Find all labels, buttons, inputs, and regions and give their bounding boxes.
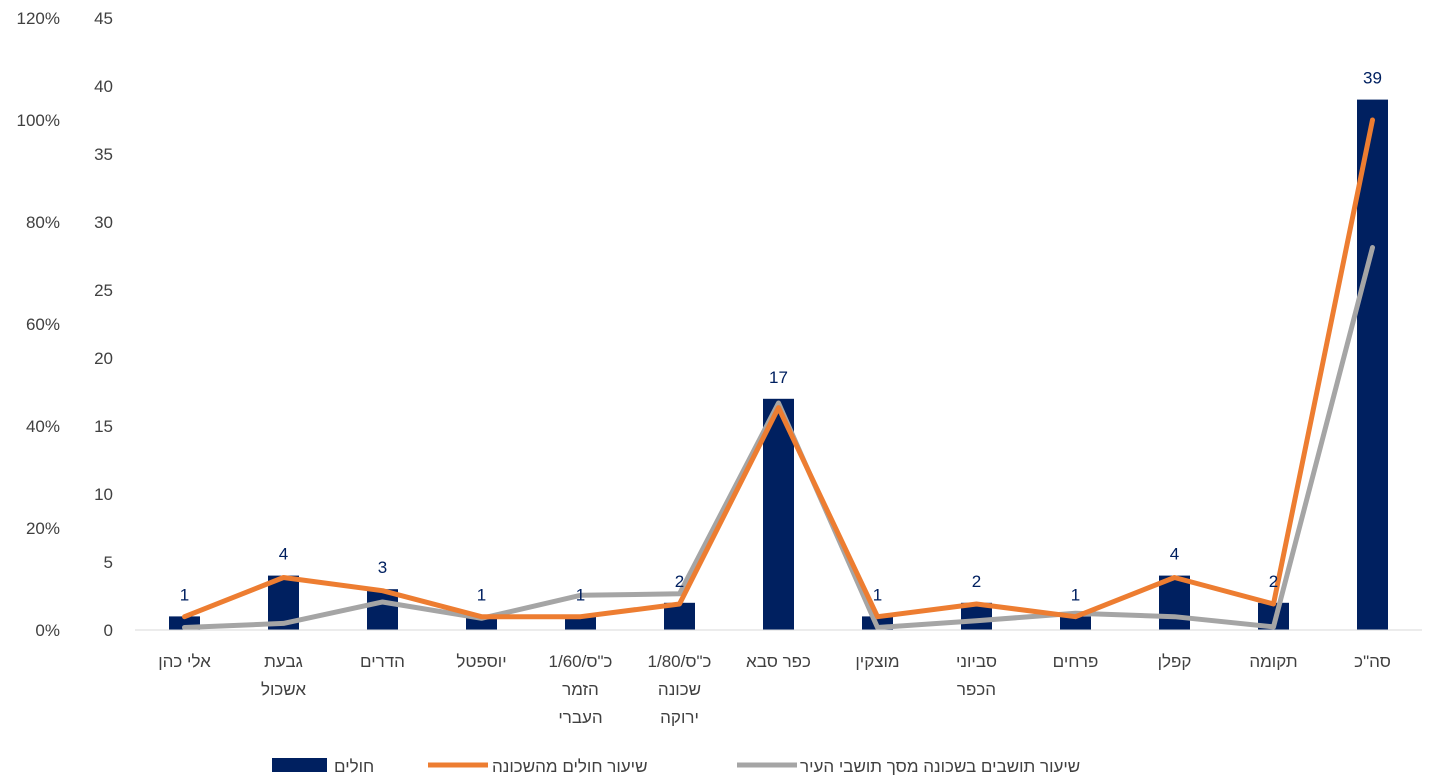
bar-data-label: 4 bbox=[279, 545, 288, 564]
count-axis-tick-label: 0 bbox=[104, 621, 113, 640]
percent-axis: 0% 20% 40% 60% 80% 100% 120% bbox=[17, 9, 60, 640]
percent-axis-tick-label: 20% bbox=[26, 519, 60, 538]
bar-data-label: 17 bbox=[769, 368, 788, 387]
neighborhood-patient-rate-line bbox=[182, 117, 1375, 620]
legend: חולים שיעור חולים מהשכונה שיעור תושבים בשכ… bbox=[272, 757, 1080, 776]
bar-data-label: 4 bbox=[1170, 545, 1179, 564]
bar-data-label: 2 bbox=[675, 572, 684, 591]
bar-data-label: 2 bbox=[972, 572, 981, 591]
legend-label-neighborhood-rate: שיעור חולים מהשכונה bbox=[492, 757, 647, 776]
bar bbox=[763, 398, 794, 630]
category-label: מוצקין bbox=[855, 652, 899, 671]
legend-label-patients: חולים bbox=[334, 757, 374, 776]
legend-label-city-share: שיעור תושבים בשכונה מסך תושבי העיר bbox=[800, 757, 1080, 776]
bar bbox=[1357, 99, 1388, 631]
count-axis-tick-label: 35 bbox=[94, 145, 113, 164]
category-label: קפלן bbox=[1158, 652, 1192, 671]
bar-data-label: 1 bbox=[477, 585, 486, 604]
bar-series bbox=[169, 99, 1388, 631]
bar bbox=[565, 616, 596, 630]
category-label: כפר סבא bbox=[746, 652, 811, 671]
category-labels: אלי כהן גבעת אשכול הדרים יוספטל כ"ס/1/60 הזמר ה… bbox=[158, 652, 1391, 727]
percent-axis-tick-label: 100% bbox=[17, 111, 60, 130]
category-label: הזמר bbox=[562, 680, 599, 699]
percent-axis-tick-label: 60% bbox=[26, 315, 60, 334]
bar bbox=[466, 616, 497, 630]
count-axis-tick-label: 25 bbox=[94, 281, 113, 300]
percent-axis-tick-label: 40% bbox=[26, 417, 60, 436]
bar-data-label: 1 bbox=[576, 585, 585, 604]
category-label: כ"ס/1/80 bbox=[648, 652, 712, 671]
category-label: פרחים bbox=[1053, 652, 1099, 671]
bar-data-label: 1 bbox=[1071, 585, 1080, 604]
bar-data-label: 1 bbox=[873, 585, 882, 604]
category-label: אשכול bbox=[261, 680, 306, 699]
percent-axis-tick-label: 80% bbox=[26, 213, 60, 232]
bar-data-label: 2 bbox=[1269, 572, 1278, 591]
category-label: כ"ס/1/60 bbox=[549, 652, 613, 671]
bar bbox=[1060, 616, 1091, 630]
category-label: סביוני bbox=[956, 652, 997, 671]
category-label: יוספטל bbox=[456, 652, 506, 671]
category-label: סה"כ bbox=[1354, 652, 1391, 671]
city-resident-share-line bbox=[182, 245, 1375, 630]
legend-swatch-patients bbox=[272, 758, 327, 772]
count-axis-tick-label: 10 bbox=[94, 485, 113, 504]
category-label: העברי bbox=[558, 708, 602, 727]
count-axis-tick-label: 5 bbox=[104, 553, 113, 572]
category-label: ירוקה bbox=[660, 708, 699, 727]
category-label: גבעת bbox=[264, 652, 303, 671]
count-axis: 0 5 10 15 20 25 30 35 40 45 bbox=[94, 9, 113, 640]
count-axis-tick-label: 30 bbox=[94, 213, 113, 232]
bar bbox=[367, 589, 398, 630]
category-label: הכפר bbox=[957, 680, 996, 699]
count-axis-tick-label: 45 bbox=[94, 9, 113, 28]
category-label: אלי כהן bbox=[158, 652, 211, 671]
bar-data-label: 39 bbox=[1363, 69, 1382, 88]
category-label: תקומה bbox=[1249, 652, 1297, 671]
count-axis-tick-label: 15 bbox=[94, 417, 113, 436]
count-axis-tick-label: 20 bbox=[94, 349, 113, 368]
category-label: הדרים bbox=[360, 652, 405, 671]
percent-axis-tick-label: 0% bbox=[35, 621, 60, 640]
count-axis-tick-label: 40 bbox=[94, 77, 113, 96]
bar-data-label: 3 bbox=[378, 558, 387, 577]
bar bbox=[1159, 575, 1190, 630]
bar-data-label: 1 bbox=[180, 585, 189, 604]
data-labels: 1 4 3 1 1 2 17 1 2 1 4 2 39 bbox=[180, 69, 1382, 605]
category-label: שכונה bbox=[658, 680, 701, 699]
line-series bbox=[182, 117, 1375, 630]
percent-axis-tick-label: 120% bbox=[17, 9, 60, 28]
